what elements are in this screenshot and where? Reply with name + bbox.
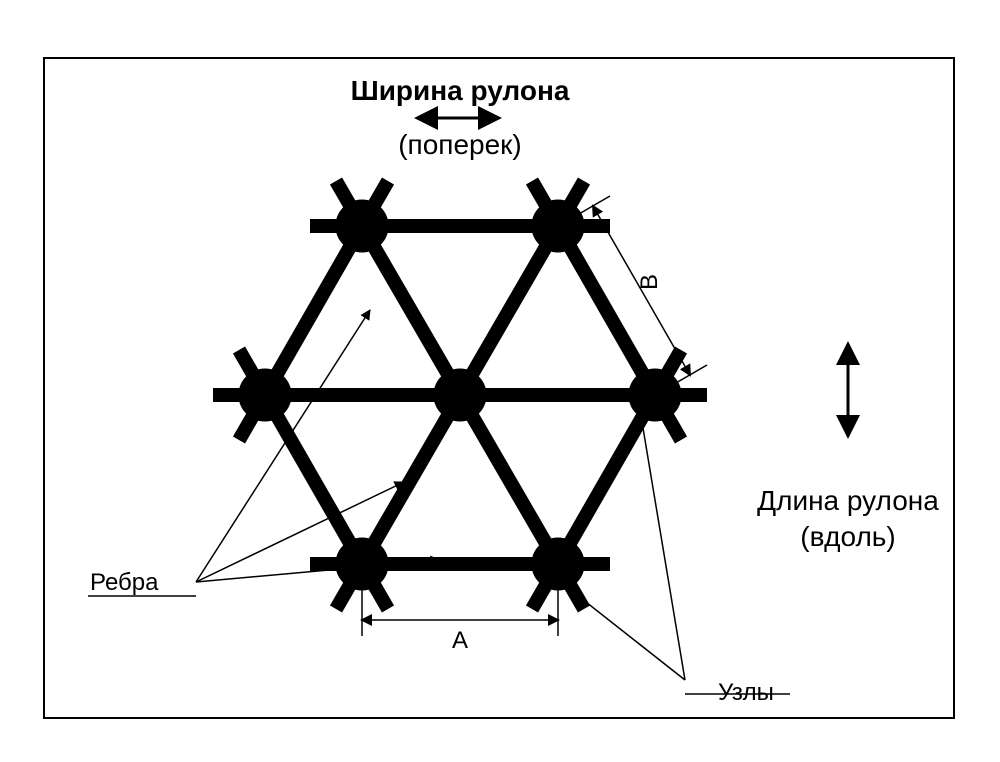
geogrid (213, 181, 707, 609)
dim-a-label: A (452, 627, 468, 654)
width-sub: (поперек) (398, 129, 522, 160)
dim-b-label: B (636, 274, 663, 290)
diagram-svg: Ширина рулона (поперек) Длина рулона (вд… (0, 0, 1000, 762)
length-title: Длина рулона (757, 485, 939, 516)
ribs-label: Ребра (90, 569, 159, 596)
length-sub: (вдоль) (800, 521, 895, 552)
nodes-label: Узлы (718, 679, 774, 706)
ribs-leaders (88, 310, 440, 596)
width-title: Ширина рулона (351, 75, 570, 106)
diagram-container: Ширина рулона (поперек) Длина рулона (вд… (0, 0, 1000, 762)
nodes-leaders (558, 410, 790, 694)
